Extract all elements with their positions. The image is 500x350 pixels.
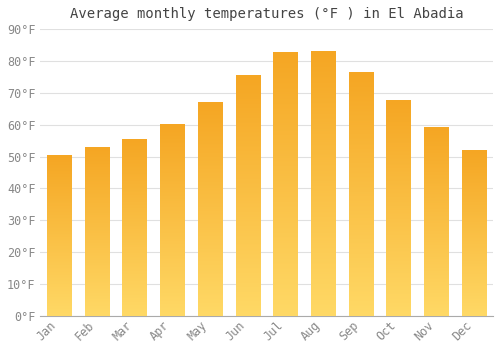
Title: Average monthly temperatures (°F ) in El Abadia: Average monthly temperatures (°F ) in El… (70, 7, 464, 21)
